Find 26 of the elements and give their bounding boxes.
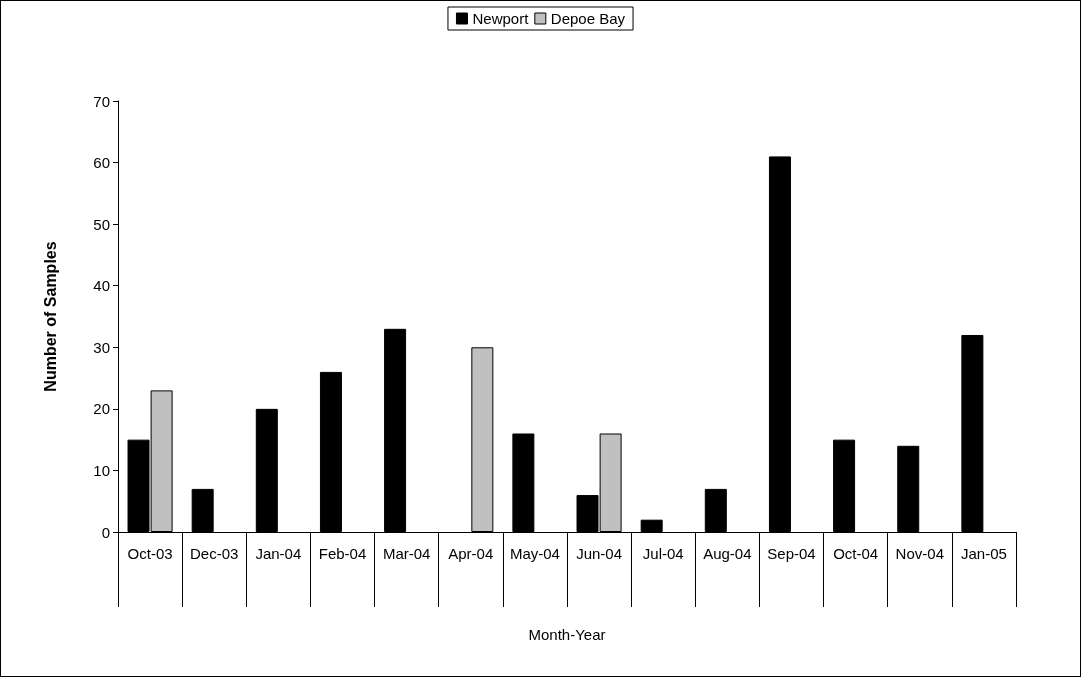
y-tick-label: 30 — [93, 338, 110, 356]
y-tick-label: 70 — [93, 92, 110, 110]
y-tick-label: 60 — [93, 154, 110, 172]
x-tick-label: Oct-04 — [833, 545, 879, 562]
x-tick-label: Mar-04 — [382, 545, 431, 562]
x-tick-label: Jul-04 — [642, 545, 684, 562]
x-tick-label: Jun-04 — [576, 545, 623, 562]
y-tick-label: 50 — [93, 215, 110, 233]
x-tick-label: Dec-03 — [190, 545, 239, 562]
x-tick-label: Apr-04 — [448, 545, 494, 562]
y-tick-label: 0 — [101, 523, 110, 541]
y-tick-label: 40 — [93, 277, 110, 295]
legend-label: Newport — [472, 10, 530, 27]
y-tick-label: 20 — [93, 400, 110, 418]
y-tick-label: 10 — [93, 461, 110, 479]
x-tick-label: Jan-04 — [255, 545, 302, 562]
legend-label: Depoe Bay — [550, 10, 626, 27]
x-tick-label: Sep-04 — [767, 545, 816, 562]
x-tick-label: Oct-03 — [127, 545, 173, 562]
y-axis-title: Number of Samples — [41, 241, 59, 392]
x-axis-title: Month-Year — [528, 626, 606, 643]
x-tick-label: Jan-05 — [960, 545, 1007, 562]
x-tick-label: Feb-04 — [318, 545, 367, 562]
x-tick-label: May-04 — [509, 545, 560, 562]
x-tick-label: Aug-04 — [703, 545, 752, 562]
x-tick-label: Nov-04 — [895, 545, 944, 562]
